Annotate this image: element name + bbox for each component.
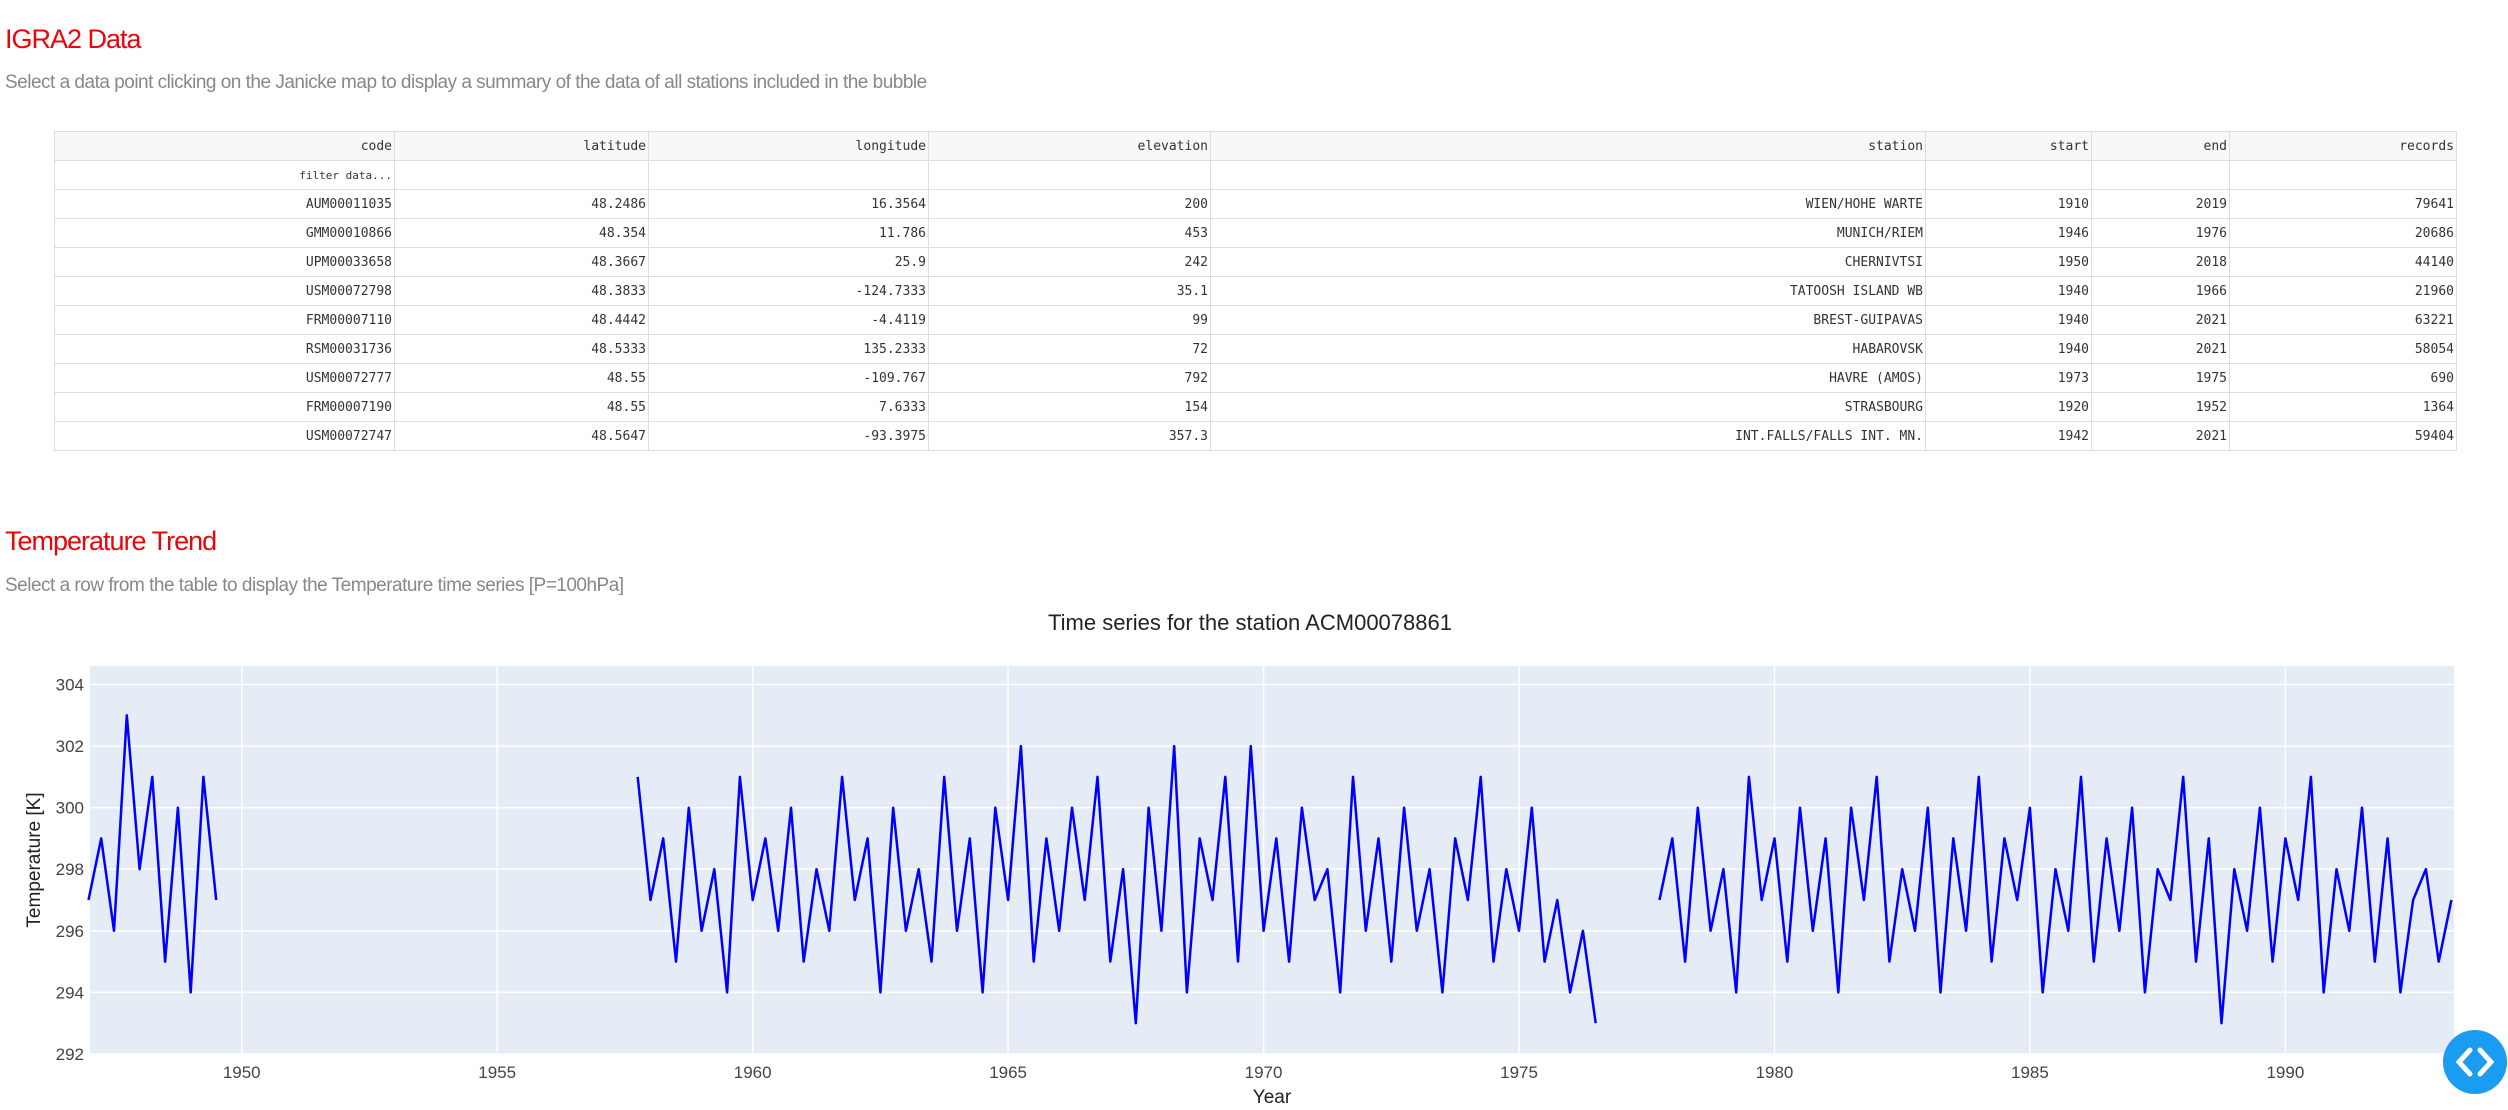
table-cell: INT.FALLS/FALLS INT. MN. (1210, 421, 1926, 451)
table-cell: 58054 (2229, 334, 2457, 364)
table-cell: 242 (928, 247, 1211, 277)
table-row[interactable]: RSM00031736 48.5333 135.2333 72 HABAROVSK 194… (54, 334, 2457, 364)
table-cell: 1364 (2229, 392, 2457, 422)
table-cell: 357.3 (928, 421, 1211, 451)
table-cell: 792 (928, 363, 1211, 393)
column-header[interactable]: records (2229, 131, 2457, 161)
table-cell: 35.1 (928, 276, 1211, 306)
table-cell: TATOOSH ISLAND WB (1210, 276, 1926, 306)
table-cell: CHERNIVTSI (1210, 247, 1926, 277)
x-tick-label: 1990 (2266, 1063, 2304, 1082)
table-cell: 63221 (2229, 305, 2457, 335)
table-cell: USM00072777 (54, 363, 395, 393)
table-row[interactable]: USM00072798 48.3833 -124.7333 35.1 TATOOSH I… (54, 276, 2457, 306)
table-cell: UPM00033658 (54, 247, 395, 277)
table-cell: 48.5647 (394, 421, 649, 451)
y-tick-label: 304 (56, 675, 84, 694)
table-cell: 59404 (2229, 421, 2457, 451)
table-row[interactable]: FRM00007110 48.4442 -4.4119 99 BREST-GUIPAVA… (54, 305, 2457, 335)
y-axis-label: Temperature [K] (24, 792, 45, 927)
data-table: code latitude longitude elevation station sta… (54, 131, 2457, 451)
section-title: Temperature Trend (5, 526, 217, 556)
table-cell: 99 (928, 305, 1211, 335)
table-cell: 11.786 (648, 218, 929, 248)
y-tick-label: 296 (56, 922, 84, 941)
table-cell: USM00072798 (54, 276, 395, 306)
table-cell: HABAROVSK (1210, 334, 1926, 364)
table-cell: 48.3667 (394, 247, 649, 277)
table-cell: 1950 (1925, 247, 2092, 277)
table-cell: USM00072747 (54, 421, 395, 451)
table-cell: 1920 (1925, 392, 2092, 422)
table-cell: 21960 (2229, 276, 2457, 306)
table-cell: 690 (2229, 363, 2457, 393)
x-axis-label: Year (1253, 1087, 1292, 1108)
y-tick-label: 292 (56, 1045, 84, 1064)
column-header[interactable]: elevation (928, 131, 1211, 161)
y-tick-label: 298 (56, 860, 84, 879)
table-cell: 20686 (2229, 218, 2457, 248)
table-row[interactable]: UPM00033658 48.3667 25.9 242 CHERNIVTSI 1950 2… (54, 247, 2457, 277)
table-cell: 2021 (2091, 305, 2230, 335)
section-subtitle: Select a data point clicking on the Jani… (5, 72, 927, 93)
plot-area (90, 666, 2454, 1054)
table-cell: 1942 (1925, 421, 2092, 451)
column-header[interactable]: end (2091, 131, 2230, 161)
filter-cell[interactable] (1925, 160, 2092, 190)
x-tick-label: 1955 (478, 1063, 516, 1082)
x-tick-label: 1970 (1245, 1063, 1283, 1082)
y-tick-label: 302 (56, 737, 84, 756)
section-title: IGRA2 Data (5, 24, 142, 54)
filter-cell[interactable] (1210, 160, 1926, 190)
table-cell: FRM00007190 (54, 392, 395, 422)
x-tick-label: 1980 (1756, 1063, 1794, 1082)
column-header[interactable]: station (1210, 131, 1926, 161)
table-cell: AUM00011035 (54, 189, 395, 219)
y-tick-label: 294 (56, 983, 84, 1002)
table-cell: 44140 (2229, 247, 2457, 277)
x-tick-label: 1960 (734, 1063, 772, 1082)
table-cell: 48.354 (394, 218, 649, 248)
column-header[interactable]: longitude (648, 131, 929, 161)
table-cell: -93.3975 (648, 421, 929, 451)
table-cell: 2019 (2091, 189, 2230, 219)
table-cell: RSM00031736 (54, 334, 395, 364)
table-cell: 1973 (1925, 363, 2092, 393)
header-row: code latitude longitude elevation station sta… (54, 131, 2457, 161)
table-row[interactable]: GMM00010866 48.354 11.786 453 MUNICH/RIEM 194… (54, 218, 2457, 248)
section-subtitle: Select a row from the table to display t… (5, 575, 624, 596)
x-tick-label: 1950 (223, 1063, 261, 1082)
table-row[interactable]: USM00072747 48.5647 -93.3975 357.3 INT.FALLS… (54, 421, 2457, 451)
table-cell: 1946 (1925, 218, 2092, 248)
table-cell: FRM00007110 (54, 305, 395, 335)
x-tick-label: 1985 (2011, 1063, 2049, 1082)
filter-cell[interactable]: filter data... (54, 160, 395, 190)
table-cell: 48.55 (394, 363, 649, 393)
table-cell: 48.3833 (394, 276, 649, 306)
x-tick-label: 1965 (989, 1063, 1027, 1082)
column-header[interactable]: start (1925, 131, 2092, 161)
column-header[interactable]: code (54, 131, 395, 161)
series-line (87, 714, 2453, 1025)
table-cell: 1966 (2091, 276, 2230, 306)
code-toggle-button[interactable] (2443, 1030, 2507, 1094)
table-cell: 2021 (2091, 334, 2230, 364)
filter-cell[interactable] (2091, 160, 2230, 190)
table-cell: 154 (928, 392, 1211, 422)
table-cell: 1952 (2091, 392, 2230, 422)
y-tick-label: 300 (56, 799, 84, 818)
table-cell: 79641 (2229, 189, 2457, 219)
table-cell: 2021 (2091, 421, 2230, 451)
icon (2455, 1047, 2495, 1077)
table-cell: HAVRE (AMOS) (1210, 363, 1926, 393)
x-tick-label: 1975 (1500, 1063, 1538, 1082)
chart-title: Time series for the station ACM00078861 (1048, 610, 1452, 635)
table-cell: 1975 (2091, 363, 2230, 393)
